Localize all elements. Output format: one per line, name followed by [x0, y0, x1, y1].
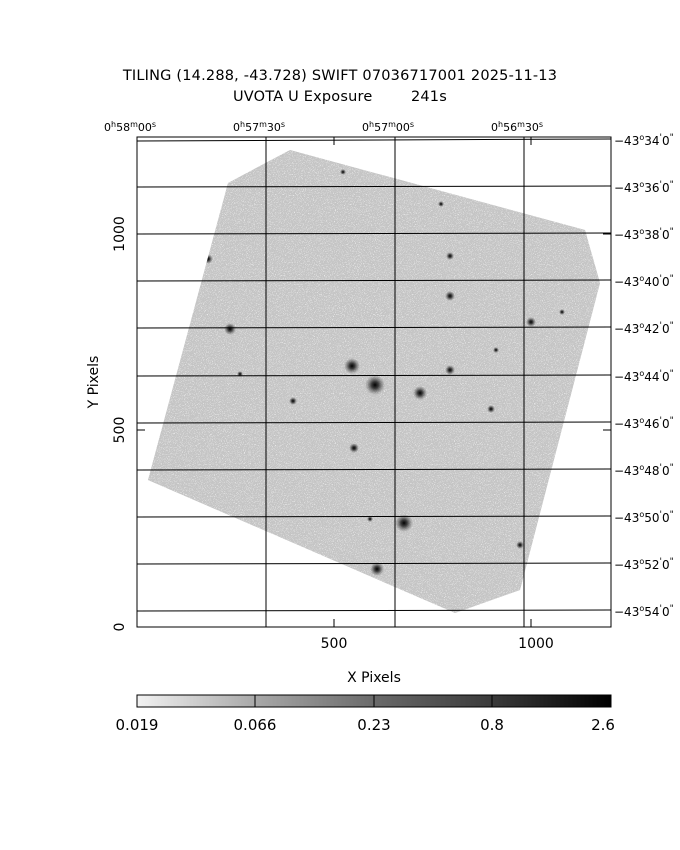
ra-label-0: 0h58m00s: [104, 120, 156, 134]
dec-label-6: −43o46'0": [614, 416, 674, 431]
source: [365, 375, 385, 395]
source: [413, 386, 427, 400]
colorbar-label: 0.066: [234, 716, 277, 734]
dec-label-0: −43o34'0": [614, 133, 674, 148]
plot-title-line2: UVOTA U Exposure 241s: [232, 89, 447, 105]
source: [250, 530, 262, 542]
source: [446, 252, 454, 260]
plot-title-line1: TILING (14.288, -43.728) SWIFT 070367170…: [122, 68, 558, 84]
source: [224, 323, 236, 335]
source: [367, 516, 373, 522]
source: [340, 169, 346, 175]
y-tick-label: 1000: [112, 216, 128, 252]
colorbar-label: 0.8: [480, 716, 504, 734]
source: [526, 317, 536, 327]
source: [349, 443, 359, 453]
dec-grid-lines: [136, 138, 612, 612]
source: [344, 358, 360, 374]
source: [395, 514, 413, 532]
colorbar-label: 0.23: [357, 716, 390, 734]
dec-label-9: −43o52'0": [614, 557, 674, 572]
source: [438, 201, 444, 207]
ra-labels: 0h58m00s 0h57m30s 0h57m00s 0h56m30s: [104, 120, 543, 134]
ra-label-1: 0h57m30s: [233, 120, 285, 134]
dec-label-1: −43o36'0": [614, 180, 674, 195]
y-tick-label: 0: [112, 623, 128, 632]
ra-label-3: 0h56m30s: [491, 120, 543, 134]
dec-label-2: −43o38'0": [614, 227, 674, 242]
colorbar-label: 0.019: [116, 716, 159, 734]
dec-label-4: −43o42'0": [614, 321, 674, 336]
y-axis-label: Y Pixels: [86, 356, 102, 410]
source: [445, 365, 455, 375]
dec-label-8: −43o50'0": [614, 510, 674, 525]
source: [516, 541, 524, 549]
source: [487, 405, 495, 413]
source: [289, 397, 297, 405]
y-tick-label: 500: [112, 417, 128, 444]
dec-label-10: −43o54'0": [614, 604, 674, 619]
dec-label-5: −43o44'0": [614, 369, 674, 384]
dec-labels: −43o34'0" −43o36'0" −43o38'0" −43o40'0" …: [614, 133, 674, 619]
source: [559, 309, 565, 315]
colorbar: 0.019 0.066 0.23 0.8 2.6: [116, 694, 615, 734]
x-tick-label: 500: [321, 636, 348, 652]
dec-label-3: −43o40'0": [614, 274, 674, 289]
x-axis-label: X Pixels: [347, 670, 401, 686]
source: [445, 291, 455, 301]
source: [493, 347, 499, 353]
dec-label-7: −43o48'0": [614, 463, 674, 478]
x-tick-label: 1000: [518, 636, 554, 652]
pixel-ticks: [137, 137, 611, 628]
source: [370, 562, 384, 576]
plot-frame: [136, 136, 612, 628]
colorbar-label: 2.6: [591, 716, 615, 734]
ra-label-2: 0h57m00s: [362, 120, 414, 134]
source: [203, 254, 213, 264]
